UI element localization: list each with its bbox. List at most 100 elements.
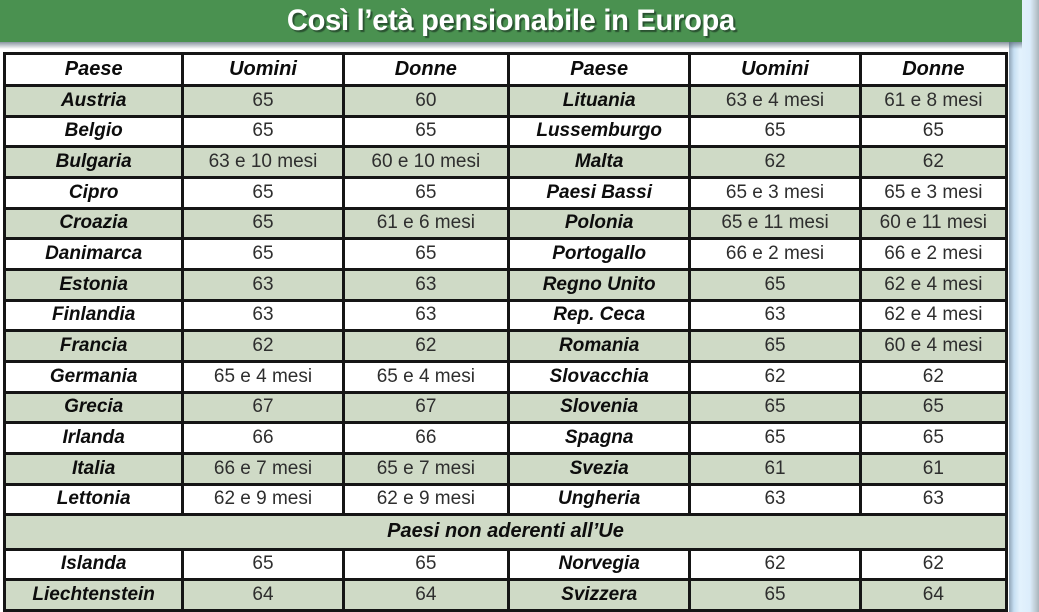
table-row: Danimarca 65 65 Portogallo 66 e 2 mesi 66 e 2…: [2, 237, 1009, 271]
country-cell: Lussemburgo: [506, 114, 692, 149]
country-cell: Islanda: [2, 547, 185, 582]
value-cell: 62: [688, 145, 862, 179]
value-cell: 65: [688, 578, 862, 612]
value-cell: 65: [688, 114, 862, 149]
value-cell: 65: [181, 114, 345, 149]
value-cell: 67: [341, 390, 510, 425]
value-cell: 66: [181, 421, 345, 455]
country-cell: Finlandia: [2, 298, 185, 333]
column-header: Paese: [506, 52, 692, 87]
value-cell: 60 e 10 mesi: [341, 145, 510, 179]
value-cell: 65: [341, 114, 510, 149]
value-cell: 62: [688, 547, 862, 582]
value-cell: 65 e 11 mesi: [688, 206, 862, 241]
value-cell: 66: [341, 421, 510, 455]
value-cell: 63: [858, 482, 1009, 517]
column-header: Donne: [858, 52, 1009, 87]
value-cell: 60 e 11 mesi: [858, 206, 1009, 241]
value-cell: 62 e 9 mesi: [341, 482, 510, 517]
table-row: Austria 65 60 Lituania 63 e 4 mesi 61 e 8 mes…: [2, 84, 1009, 118]
country-cell: Portogallo: [506, 237, 692, 271]
country-cell: Bulgaria: [2, 145, 185, 179]
country-cell: Austria: [2, 84, 185, 118]
value-cell: 62: [858, 547, 1009, 582]
value-cell: 65: [858, 114, 1009, 149]
value-cell: 62: [858, 359, 1009, 394]
table-row: Germania 65 e 4 mesi 65 e 4 mesi Slovacchia…: [2, 359, 1009, 394]
value-cell: 65 e 4 mesi: [341, 359, 510, 394]
country-cell: Grecia: [2, 390, 185, 425]
country-cell: Belgio: [2, 114, 185, 149]
country-cell: Malta: [506, 145, 692, 179]
value-cell: 60: [341, 84, 510, 118]
table-row: Italia 66 e 7 mesi 65 e 7 mesi Svezia 61 61: [2, 451, 1009, 486]
value-cell: 62 e 9 mesi: [181, 482, 345, 517]
column-header: Uomini: [181, 52, 345, 87]
value-cell: 63: [341, 267, 510, 302]
country-cell: Svizzera: [506, 578, 692, 612]
value-cell: 65: [688, 390, 862, 425]
value-cell: 65: [341, 547, 510, 582]
country-cell: Francia: [2, 329, 185, 363]
country-cell: Ungheria: [506, 482, 692, 517]
value-cell: 63: [181, 267, 345, 302]
section-header: Paesi non aderenti all’Ue: [3, 513, 1008, 551]
country-cell: Danimarca: [2, 237, 185, 271]
value-cell: 65: [688, 267, 862, 302]
pension-table: Paese Uomini Donne Paese Uomini Donne Austria…: [2, 52, 1009, 612]
table-row: Estonia 63 63 Regno Unito 65 62 e 4 mesi: [2, 267, 1009, 302]
value-cell: 66 e 2 mesi: [688, 237, 862, 271]
country-cell: Lituania: [506, 84, 692, 118]
country-cell: Romania: [506, 329, 692, 363]
table-row: Irlanda 66 66 Spagna 65 65: [2, 421, 1009, 455]
value-cell: 61 e 8 mesi: [858, 84, 1009, 118]
value-cell: 63: [181, 298, 345, 333]
value-cell: 65 e 3 mesi: [858, 175, 1009, 210]
country-cell: Spagna: [506, 421, 692, 455]
page-edge: [1009, 0, 1039, 612]
value-cell: 65 e 3 mesi: [688, 175, 862, 210]
value-cell: 63 e 10 mesi: [181, 145, 345, 179]
header-row: Paese Uomini Donne Paese Uomini Donne: [2, 52, 1009, 87]
page-title: Così l’età pensionabile in Europa: [286, 4, 735, 37]
value-cell: 62: [688, 359, 862, 394]
value-cell: 62: [858, 145, 1009, 179]
country-cell: Slovacchia: [506, 359, 692, 394]
table-row: Belgio 65 65 Lussemburgo 65 65: [2, 114, 1009, 149]
column-header: Donne: [341, 52, 510, 87]
country-cell: Estonia: [2, 267, 185, 302]
section-band: Paesi non aderenti all’Ue: [3, 513, 1008, 551]
table-row: Finlandia 63 63 Rep. Ceca 63 62 e 4 mesi: [2, 298, 1009, 333]
country-cell: Croazia: [2, 206, 185, 241]
country-cell: Slovenia: [506, 390, 692, 425]
column-header: Paese: [2, 52, 185, 87]
value-cell: 61: [688, 451, 862, 486]
value-cell: 61: [858, 451, 1009, 486]
value-cell: 65: [858, 390, 1009, 425]
country-cell: Rep. Ceca: [506, 298, 692, 333]
country-cell: Italia: [2, 451, 185, 486]
value-cell: 65 e 4 mesi: [181, 359, 345, 394]
value-cell: 65: [181, 206, 345, 241]
value-cell: 64: [341, 578, 510, 612]
value-cell: 65: [181, 547, 345, 582]
value-cell: 66 e 2 mesi: [858, 237, 1009, 271]
table-row: Cipro 65 65 Paesi Bassi 65 e 3 mesi 65 e 3 me…: [2, 175, 1009, 210]
value-cell: 65: [341, 237, 510, 271]
country-cell: Cipro: [2, 175, 185, 210]
value-cell: 61 e 6 mesi: [341, 206, 510, 241]
value-cell: 62: [341, 329, 510, 363]
value-cell: 62: [181, 329, 345, 363]
value-cell: 65: [341, 175, 510, 210]
table-row: Francia 62 62 Romania 65 60 e 4 mesi: [2, 329, 1009, 363]
table-row: Croazia 65 61 e 6 mesi Polonia 65 e 11 mesi 6…: [2, 206, 1009, 241]
title-bar: Così l’età pensionabile in Europa: [0, 0, 1022, 49]
eu-rows: Austria 65 60 Lituania 63 e 4 mesi 61 e 8 mes…: [2, 84, 1009, 517]
table-row: Islanda 65 65 Norvegia 62 62: [2, 547, 1009, 582]
country-cell: Irlanda: [2, 421, 185, 455]
table-row: Liechtenstein 64 64 Svizzera 65 64: [2, 578, 1009, 612]
country-cell: Svezia: [506, 451, 692, 486]
value-cell: 66 e 7 mesi: [181, 451, 345, 486]
value-cell: 64: [858, 578, 1009, 612]
table-row: Grecia 67 67 Slovenia 65 65: [2, 390, 1009, 425]
